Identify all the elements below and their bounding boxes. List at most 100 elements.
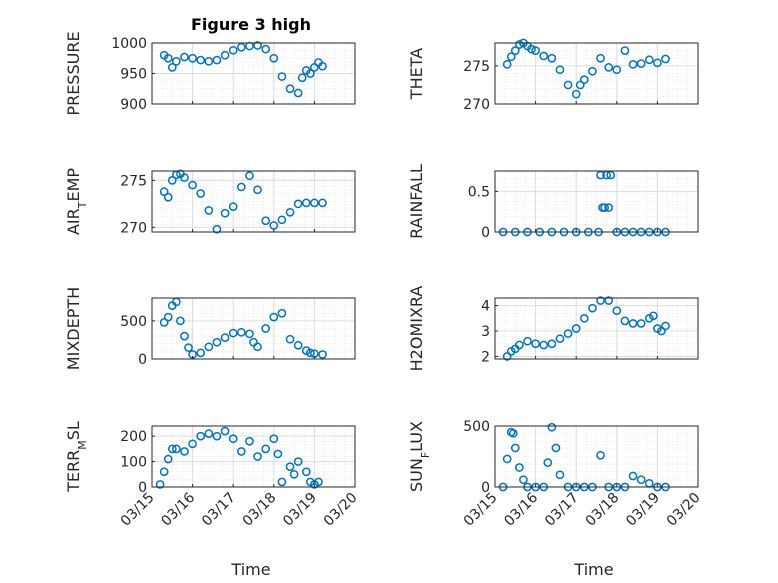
x-tick-label: 03/19: [623, 490, 663, 530]
data-point: [228, 202, 238, 212]
data-point: [305, 348, 315, 358]
data-point: [253, 342, 262, 352]
data-point: [502, 60, 512, 69]
x-tick-label: 03/18: [240, 490, 280, 530]
data-point: [269, 434, 279, 444]
y-tick-label: 0: [481, 480, 490, 496]
y-tick-label: 900: [120, 97, 147, 113]
data-point: [661, 54, 670, 64]
data-point: [301, 467, 311, 477]
data-point: [228, 434, 238, 444]
y-tick-label: 275: [120, 173, 147, 189]
data-point: [184, 343, 193, 352]
data-point: [301, 198, 311, 208]
data-point: [196, 55, 206, 65]
data-point: [204, 342, 214, 352]
y-axis-label-4: MIXDEPTH: [64, 287, 83, 370]
data-point: [547, 339, 557, 349]
data-point: [506, 52, 516, 62]
data-point: [253, 452, 262, 461]
axes-box: [494, 425, 699, 488]
data-point: [204, 429, 214, 438]
data-point: [648, 311, 658, 321]
data-point: [249, 337, 258, 347]
data-point: [253, 185, 262, 195]
subplot-1: 270 275 THETA: [407, 38, 699, 113]
data-point: [596, 53, 605, 63]
data-point: [502, 454, 512, 464]
data-point: [180, 173, 189, 182]
data-point: [547, 422, 557, 432]
data-point: [245, 436, 254, 446]
data-point: [261, 444, 271, 454]
y-tick-label: 270: [463, 97, 490, 113]
data-point: [531, 46, 540, 55]
data-point: [220, 50, 230, 60]
data-point: [196, 348, 206, 358]
data-point: [563, 80, 573, 90]
data-point: [285, 334, 295, 344]
data-point: [543, 458, 553, 467]
data-point: [314, 477, 323, 487]
data-point: [571, 89, 581, 99]
data-point: [531, 339, 540, 349]
data-point: [176, 316, 185, 326]
data-point: [155, 480, 165, 489]
x-tick-label: 03/20: [664, 490, 704, 530]
data-point: [188, 53, 197, 63]
data-point: [236, 42, 246, 52]
y-tick-label: 2: [481, 349, 490, 365]
data-point: [305, 69, 315, 78]
y-axis-label-5: H2OMIXRA: [407, 286, 426, 372]
axes-box: [151, 170, 356, 233]
data-point: [310, 198, 319, 208]
data-point: [236, 447, 246, 456]
data-point: [245, 329, 254, 339]
y-tick-label: 200: [120, 429, 147, 445]
data-point: [245, 171, 254, 181]
data-point: [285, 207, 295, 217]
data-point: [636, 475, 646, 485]
y-axis-label-1: THETA: [407, 48, 426, 100]
data-point: [547, 53, 557, 63]
axes-box: [494, 297, 699, 360]
y-axis-label-7: SUNFLUX: [407, 421, 432, 492]
data-point: [588, 66, 597, 76]
data-point: [519, 475, 528, 485]
data-point: [212, 337, 222, 347]
data-point: [212, 431, 222, 441]
data-point: [293, 457, 303, 466]
data-point: [269, 312, 279, 322]
data-point: [318, 61, 327, 71]
data-point: [596, 296, 605, 305]
data-point: [228, 328, 238, 338]
y-tick-label: 500: [120, 314, 147, 330]
data-point: [245, 41, 254, 51]
data-point: [612, 65, 622, 75]
data-point: [269, 53, 279, 63]
data-point: [600, 203, 609, 212]
data-point: [163, 312, 173, 322]
data-point: [293, 199, 303, 209]
axes-box: [494, 42, 699, 105]
data-point: [636, 59, 646, 68]
data-point: [653, 58, 662, 68]
data-point: [289, 469, 299, 479]
data-point: [297, 73, 307, 83]
y-axis-label-6: TERRMSL: [64, 421, 89, 493]
y-axis-label-0: PRESSURE: [64, 31, 83, 115]
subplot-3: 0 0.5 RAINFALL: [407, 164, 699, 241]
axes-box: [151, 425, 356, 488]
data-point: [159, 318, 169, 327]
data-point: [293, 340, 303, 350]
data-point: [172, 56, 181, 66]
data-point: [318, 198, 327, 208]
data-point: [579, 313, 589, 323]
x-tick-label: 03/16: [158, 490, 198, 530]
data-point: [644, 478, 654, 488]
data-point: [159, 467, 169, 477]
data-point: [539, 51, 549, 61]
